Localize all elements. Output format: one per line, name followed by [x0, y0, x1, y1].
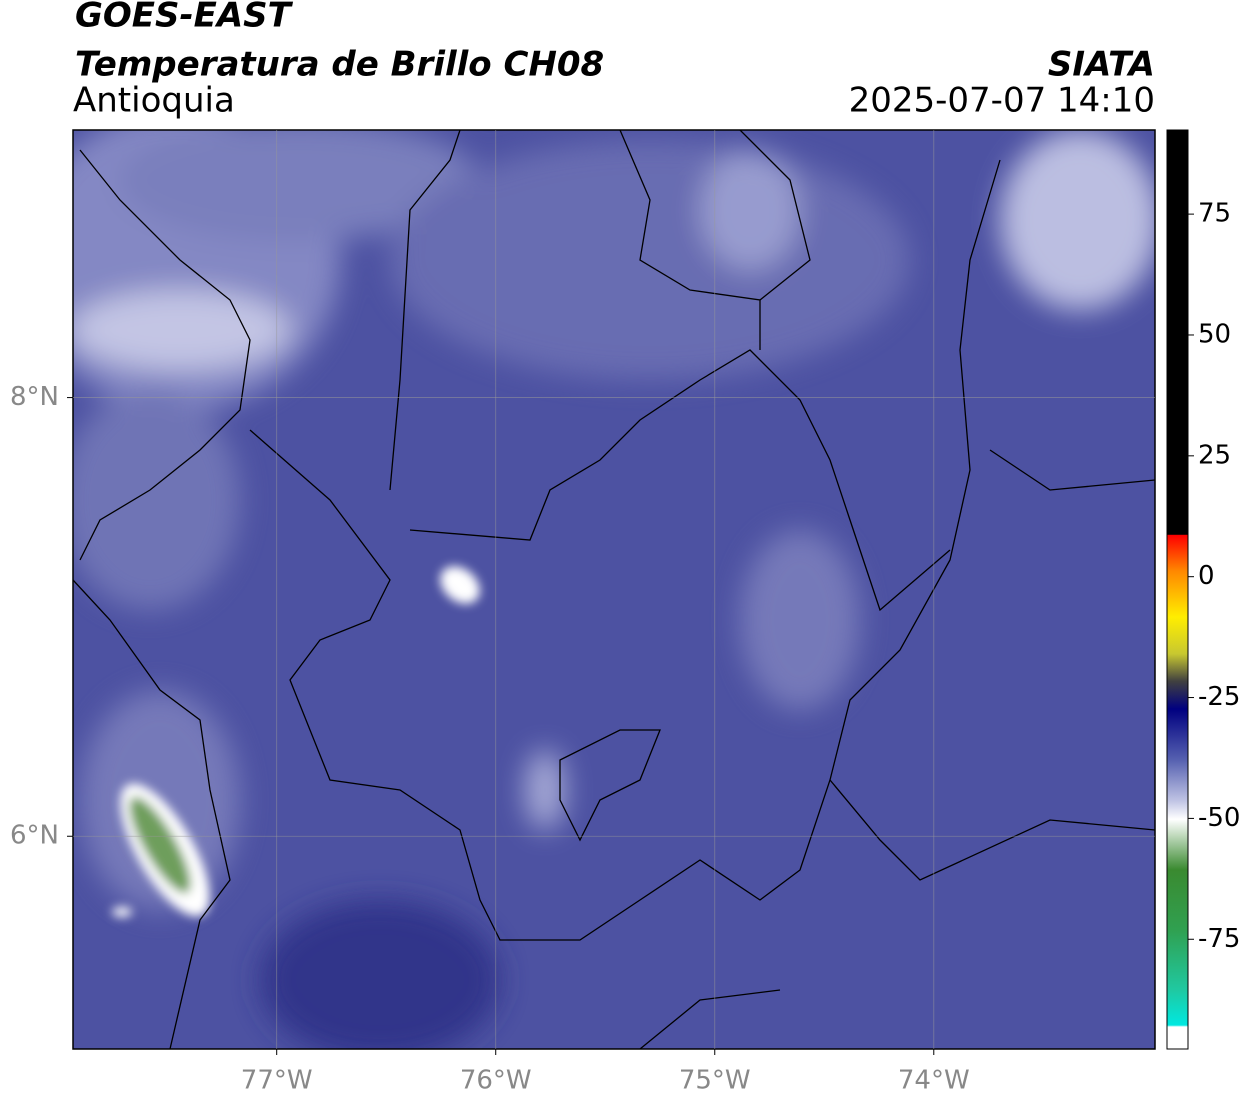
x-tick-label: 77°W: [241, 1066, 313, 1096]
source: SIATA: [1048, 45, 1155, 85]
colorbar-label: 75: [1198, 199, 1231, 229]
colorbar-label: -25: [1198, 682, 1240, 712]
subtitle: Temperatura de Brillo CH08: [75, 45, 604, 85]
colorbar-label: -75: [1198, 924, 1240, 954]
colorbar-label: 25: [1198, 440, 1231, 470]
y-tick-label: 6°N: [10, 821, 59, 851]
y-tick-label: 8°N: [10, 382, 59, 412]
x-tick-label: 75°W: [679, 1066, 751, 1096]
region: Antioquia: [73, 81, 235, 121]
x-tick-label: 74°W: [898, 1066, 970, 1096]
x-tick-label: 76°W: [460, 1066, 532, 1096]
map-image: [73, 130, 1155, 1049]
title: GOES-EAST: [75, 0, 294, 36]
datetime: 2025-07-07 14:10: [849, 81, 1155, 121]
colorbar-label: -50: [1198, 803, 1240, 833]
map-frame: [72, 129, 1156, 1050]
colorbar-label: 50: [1198, 319, 1231, 349]
colorbar-label: 0: [1198, 561, 1215, 591]
colorbar: [1166, 129, 1189, 1050]
